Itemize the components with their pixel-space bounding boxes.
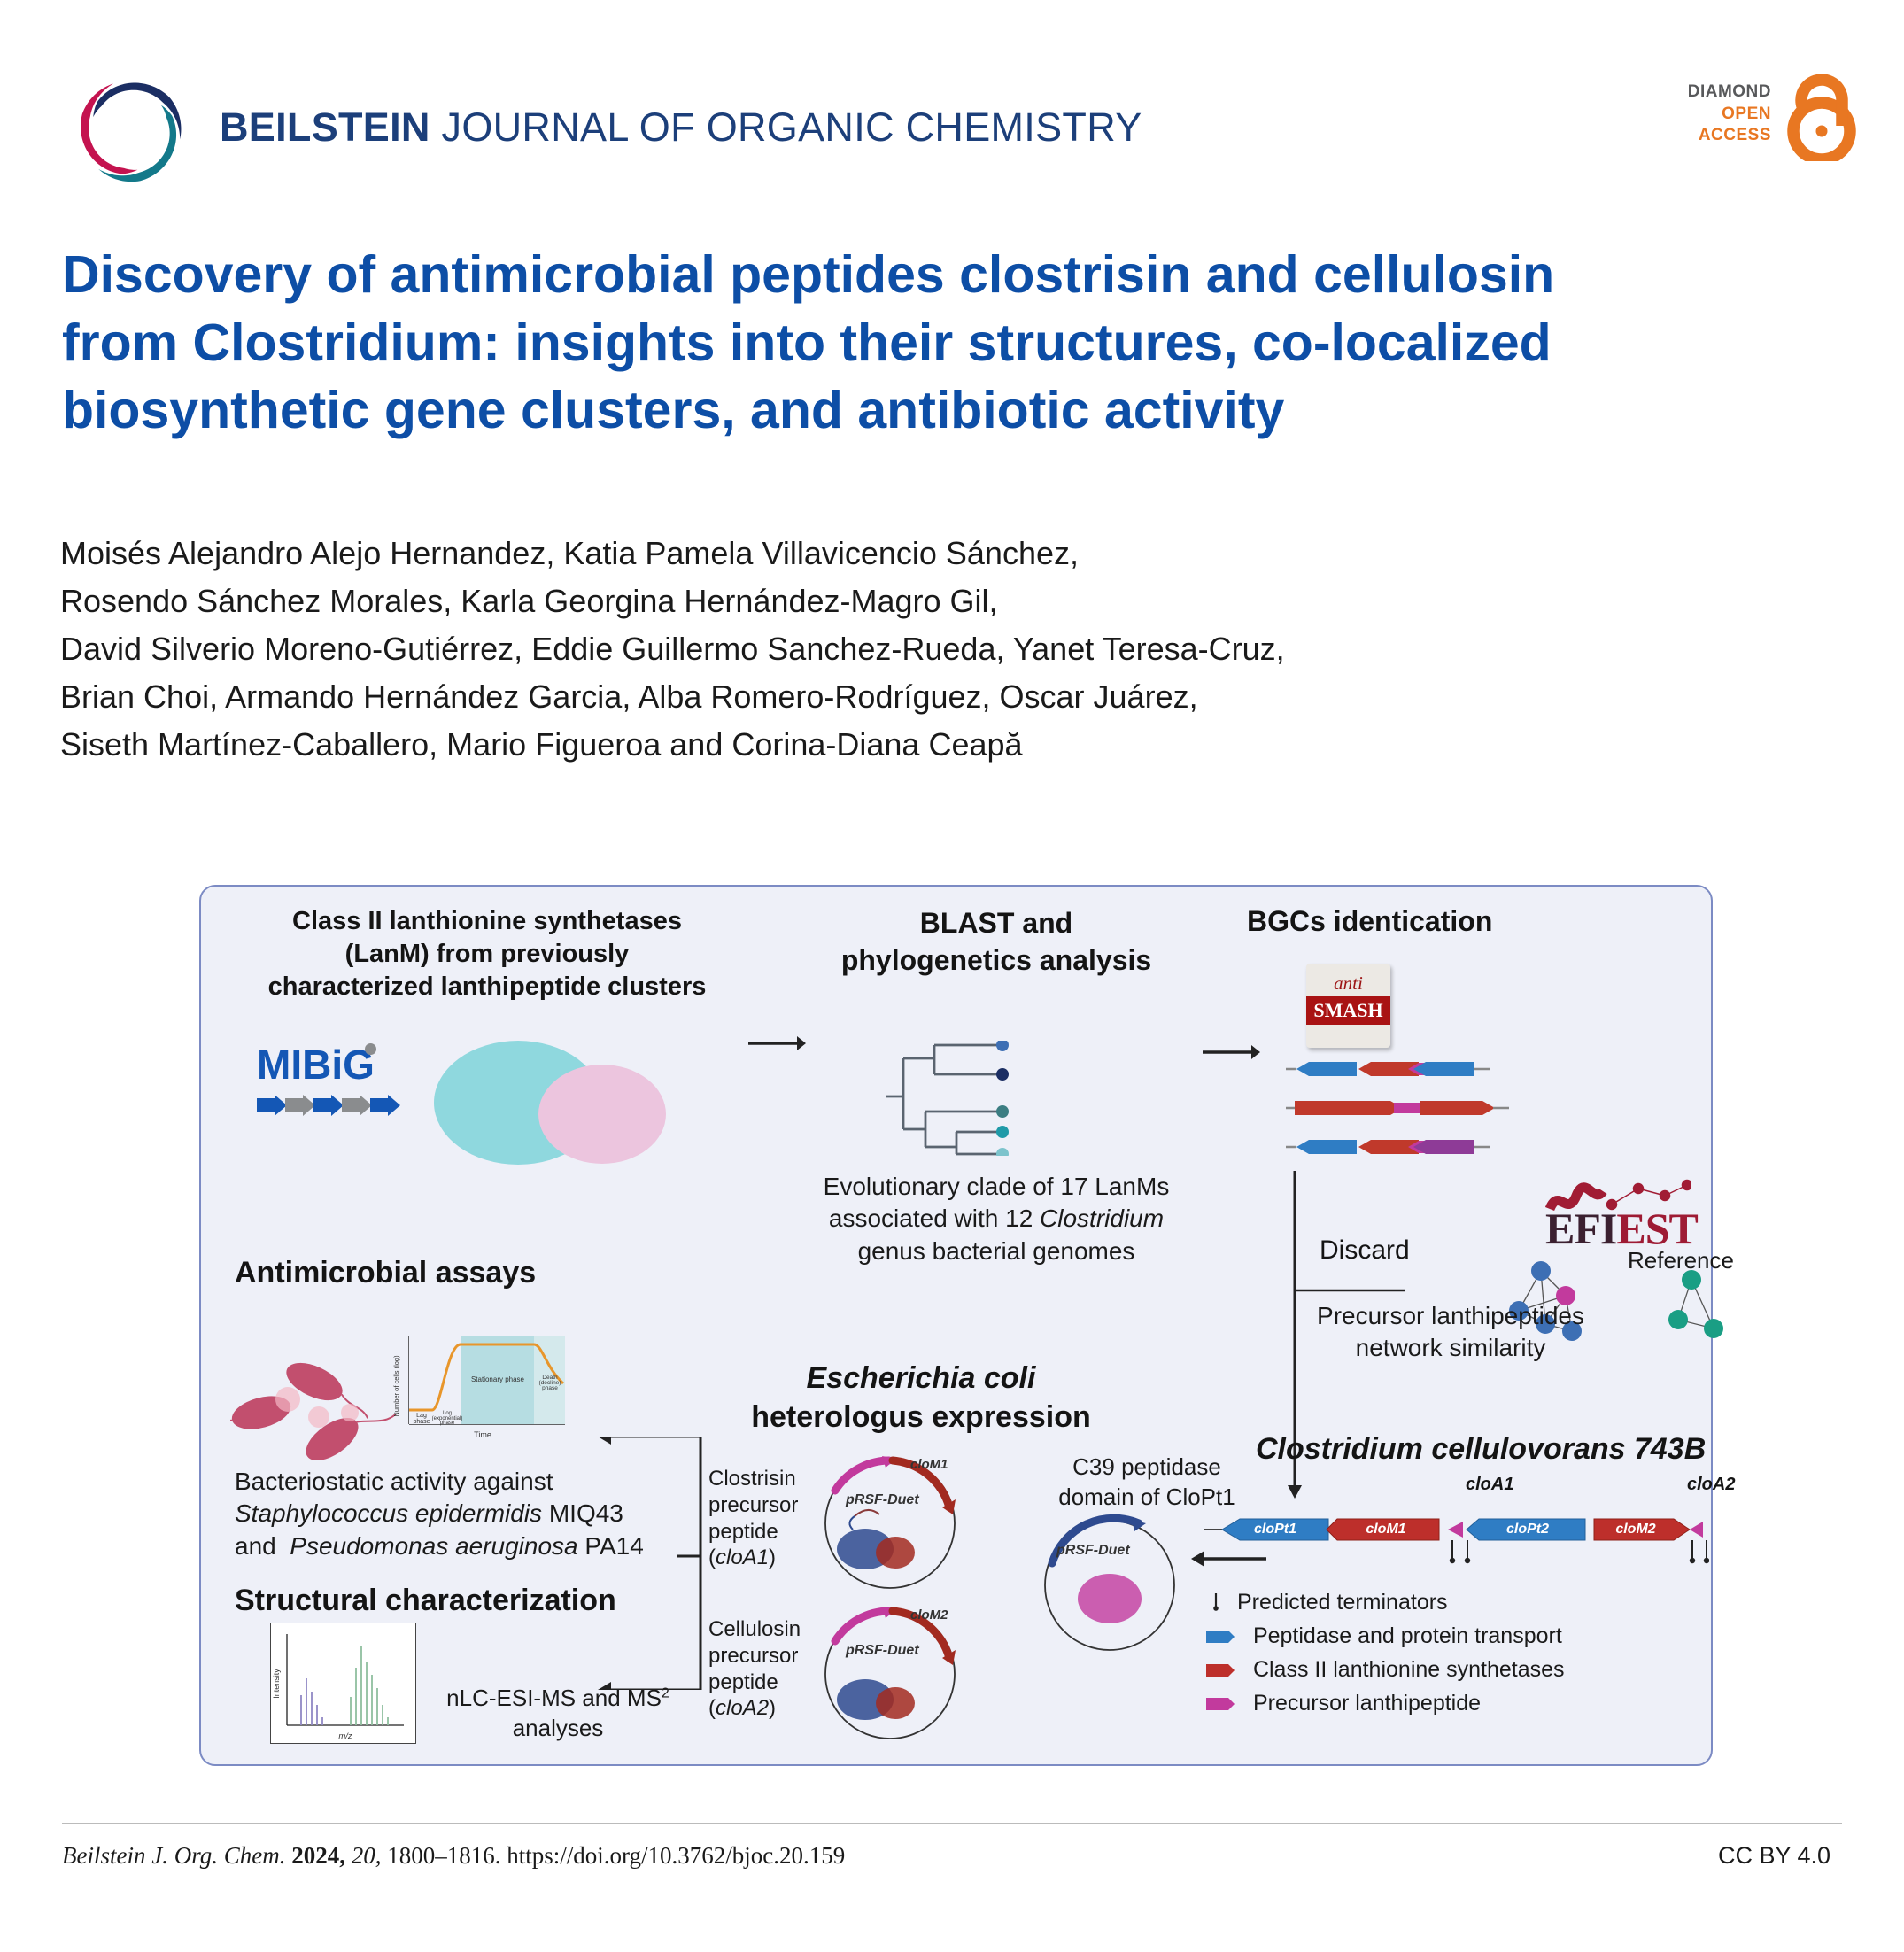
svg-text:Stationary phase: Stationary phase	[471, 1375, 525, 1383]
svg-text:pRSF-Duet: pRSF-Duet	[1056, 1543, 1130, 1558]
svg-text:Lag: Lag	[416, 1413, 427, 1419]
svg-text:pRSF-Duet: pRSF-Duet	[845, 1643, 919, 1658]
svg-text:cloM2: cloM2	[1615, 1522, 1655, 1537]
svg-text:phase: phase	[413, 1419, 430, 1425]
svg-text:Intensity: Intensity	[272, 1669, 281, 1699]
svg-text:phase: phase	[440, 1421, 455, 1426]
svg-text:cloPt1: cloPt1	[1254, 1522, 1296, 1537]
svg-text:Time: Time	[474, 1430, 491, 1439]
svg-text:cloPt2: cloPt2	[1506, 1522, 1549, 1537]
svg-text:phase: phase	[542, 1385, 558, 1391]
svg-text:cloM1: cloM1	[910, 1457, 948, 1472]
svg-text:cloM1: cloM1	[1366, 1522, 1405, 1537]
svg-text:cloM2: cloM2	[910, 1607, 948, 1623]
svg-text:Number of cells (log): Number of cells (log)	[392, 1355, 400, 1417]
svg-text:m/z: m/z	[338, 1731, 352, 1741]
svg-text:pRSF-Duet: pRSF-Duet	[845, 1492, 919, 1507]
